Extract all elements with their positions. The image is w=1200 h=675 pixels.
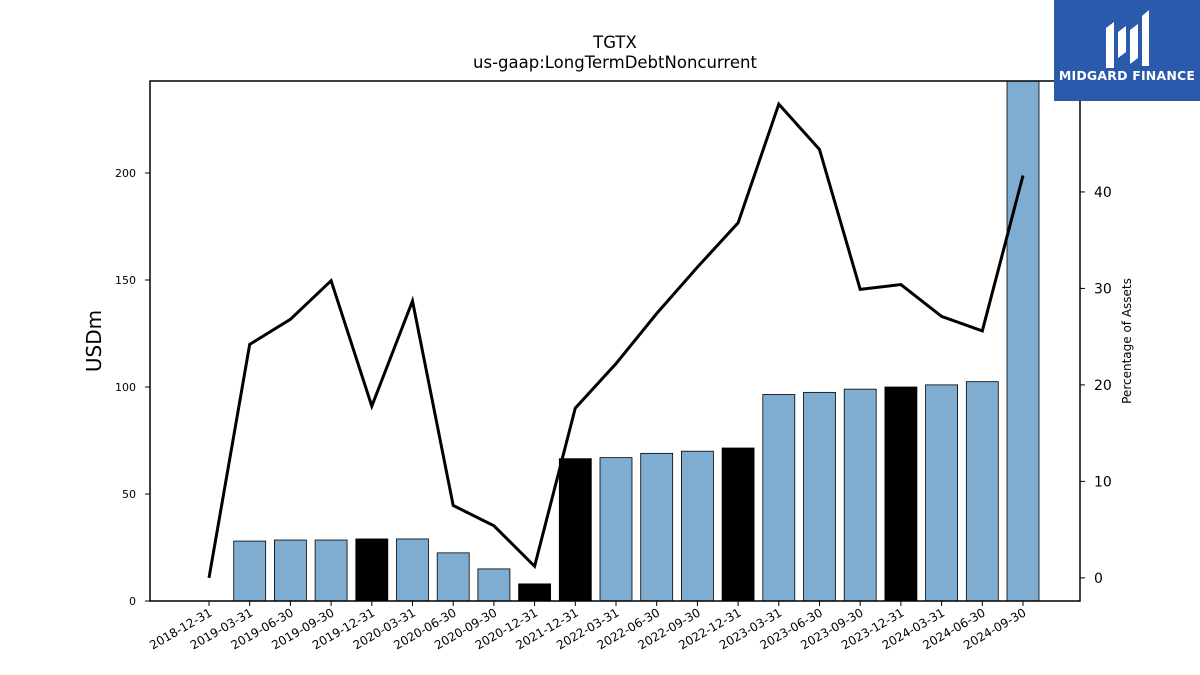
bar [803, 391, 836, 602]
bar [273, 539, 307, 602]
bar [518, 583, 551, 602]
bar [314, 539, 348, 602]
line-series [207, 101, 1025, 579]
y2-axis-label: Percentage of Assets [1120, 278, 1134, 404]
y-axis-left: 0 50 100 150 200 [115, 167, 150, 608]
y-tick-label: 100 [115, 381, 136, 394]
y-tick-label: 200 [115, 167, 136, 180]
logo-text: MIDGARD FINANCE [1058, 68, 1196, 83]
y2-tick-label: 0 [1094, 571, 1103, 587]
y2-tick-label: 20 [1094, 378, 1112, 394]
bar [599, 457, 633, 602]
y2-tick-label: 10 [1094, 474, 1112, 490]
y-tick-label: 150 [115, 274, 136, 287]
bar [396, 538, 429, 602]
logo-mark-icon [1106, 10, 1149, 68]
bar [355, 538, 389, 602]
y2-tick-label: 30 [1094, 281, 1112, 297]
bar [843, 388, 877, 602]
bar [925, 384, 958, 602]
bar [436, 552, 470, 602]
y-tick-label: 0 [129, 595, 136, 608]
chart-subtitle: us-gaap:LongTermDebtNoncurrent [473, 53, 757, 72]
y-axis-label: USDm [82, 310, 106, 372]
chart-title: TGTX [592, 33, 637, 52]
bar-series [233, 80, 1040, 602]
y-axis-right: 0 10 20 30 40 [1080, 185, 1112, 587]
bar [640, 452, 674, 602]
bar [681, 450, 714, 602]
bar [477, 568, 511, 602]
y2-tick-label: 40 [1094, 185, 1112, 201]
bar [558, 458, 592, 602]
x-axis: 2018-12-312019-03-312019-06-302019-09-30… [147, 601, 1029, 652]
bar [233, 540, 267, 602]
bar [884, 386, 918, 602]
bar [762, 394, 796, 602]
y-tick-label: 50 [122, 488, 136, 501]
plot-frame [149, 80, 1081, 602]
bar [965, 381, 999, 602]
bar [721, 447, 755, 602]
line-path [207, 101, 1025, 579]
midgard-finance-logo: MIDGARD FINANCE [1054, 0, 1200, 101]
bar [1006, 80, 1040, 602]
